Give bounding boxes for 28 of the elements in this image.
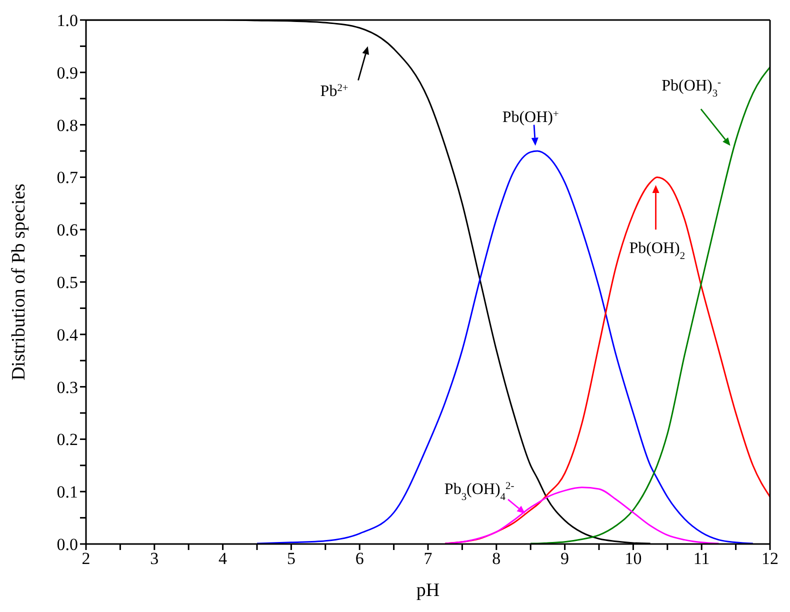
y-axis-title: Distribution of Pb species xyxy=(8,184,30,380)
x-tick-label: 3 xyxy=(150,549,159,568)
line-series xyxy=(256,150,754,544)
x-tick-label: 5 xyxy=(286,549,296,568)
x-tick-label: 7 xyxy=(424,549,433,568)
y-tick-label: 0.4 xyxy=(56,325,78,344)
legend-label: Pb$^{2+}$ xyxy=(320,82,348,100)
legend-label: Pb(OH)$_{2}$ xyxy=(629,240,686,262)
y-tick-label: 0.2 xyxy=(56,430,78,450)
y-tick-label: 0.6 xyxy=(56,220,78,240)
y-tick-label: 0.0 xyxy=(56,535,78,554)
x-axis-title: pH xyxy=(416,580,440,601)
y-tick-label: 0.9 xyxy=(56,63,78,82)
x-tick-label: 10 xyxy=(624,549,642,568)
y-tick-label: 0.8 xyxy=(56,116,78,135)
x-tick-label: 12 xyxy=(762,549,778,568)
x-tick-label: 6 xyxy=(355,549,364,568)
y-tick-label: 0.3 xyxy=(56,378,78,397)
x-tick-label: 4 xyxy=(218,549,228,568)
x-tick-label: 8 xyxy=(492,549,501,568)
x-tick-label: 2 xyxy=(82,549,90,568)
series-label: Pb(OH)$^{+}$ xyxy=(502,108,559,126)
y-tick-label: 0.7 xyxy=(56,168,78,188)
y-tick-label: 1.0 xyxy=(56,11,78,30)
x-tick-label: 11 xyxy=(693,549,710,568)
y-tick-label: 0.5 xyxy=(56,273,78,292)
y-tick-label: 0.1 xyxy=(56,482,78,502)
x-tick-label: 9 xyxy=(560,549,570,568)
